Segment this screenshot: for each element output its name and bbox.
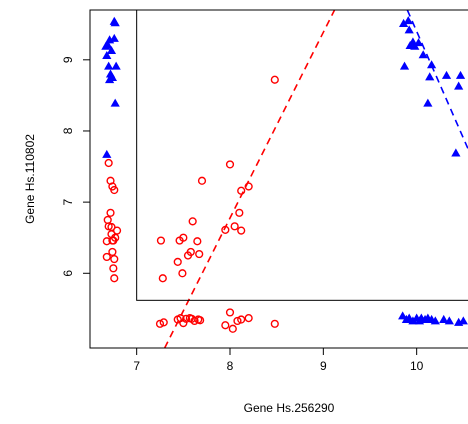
blue-triangle-point <box>104 61 114 70</box>
red-circle-point <box>156 236 166 245</box>
red-circle-point <box>233 316 242 326</box>
fit-lines <box>163 10 468 348</box>
blue-triangle-point <box>110 18 120 27</box>
blue-triangle-point <box>102 50 112 59</box>
red-circle-point <box>179 233 188 242</box>
blue-triangle-point <box>399 61 410 70</box>
red-circle-point <box>190 316 199 326</box>
blue-triangle-point <box>451 148 461 157</box>
blue-triangle-point <box>423 98 433 107</box>
red-circle-point <box>237 186 246 195</box>
red-circle-point <box>188 217 197 226</box>
blue-triangle-point <box>413 38 424 47</box>
red-circle-point <box>237 226 246 235</box>
blue-triangle-point <box>110 98 120 107</box>
red-circle-point <box>110 274 119 283</box>
red-circle-point <box>182 314 191 323</box>
blue-triangle-point <box>398 311 408 320</box>
red-circle-point <box>196 316 205 325</box>
blue-triangle-point <box>109 33 119 42</box>
red-circle-point <box>244 314 253 323</box>
red-circle-point <box>197 176 207 185</box>
blue-triangle-series <box>101 16 468 326</box>
red-circle-point <box>158 274 167 283</box>
y-axis-label: Gene Hs.110802 <box>23 134 37 224</box>
x-axis-label: Gene Hs.256290 <box>244 401 335 415</box>
red-circle-point <box>270 75 279 84</box>
red-circle-point <box>235 208 244 217</box>
blue-triangle-point <box>454 81 464 90</box>
blue-triangle-point <box>458 316 468 325</box>
x-tick-label: 8 <box>227 359 234 373</box>
blue-triangle-point <box>102 149 112 158</box>
red-circle-series <box>102 75 279 333</box>
red-circle-point <box>193 237 202 246</box>
blue-triangle-point <box>427 60 437 69</box>
red-circle-point <box>225 308 235 317</box>
red-circle-point <box>221 321 230 330</box>
red-circle-point <box>178 269 187 278</box>
inner-region-box <box>136 9 468 301</box>
y-tick-label: 6 <box>61 270 75 277</box>
y-axis: 6 7 8 9 <box>61 56 91 277</box>
red-circle-point <box>110 254 119 264</box>
red-circle-point <box>110 185 119 195</box>
blue-triangle-point <box>418 50 428 59</box>
blue-triangle-point <box>399 18 409 27</box>
red-circle-point <box>159 318 168 327</box>
red-circle-point <box>237 315 246 324</box>
red-circle-point <box>108 247 117 257</box>
red-circle-point <box>244 182 253 191</box>
red-circle-point <box>228 324 237 333</box>
y-tick-label: 9 <box>61 56 75 63</box>
blue-triangle-point <box>441 70 452 79</box>
red-circle-point <box>109 236 118 245</box>
plot-frame <box>89 9 468 349</box>
blue-triangle-point <box>404 25 414 34</box>
red-circle-point <box>270 319 279 328</box>
blue-triangle-point <box>430 316 440 325</box>
fit-line-red <box>163 10 336 348</box>
x-tick-label: 10 <box>410 359 424 373</box>
blue-triangle-point <box>444 316 454 325</box>
blue-triangle-point <box>105 75 115 84</box>
blue-triangle-point <box>111 61 121 70</box>
red-circle-point <box>221 225 230 234</box>
red-circle-point <box>103 215 112 225</box>
red-circle-point <box>225 160 235 169</box>
red-circle-point <box>109 264 118 273</box>
x-tick-label: 9 <box>320 359 327 373</box>
blue-triangle-point <box>103 40 113 49</box>
red-circle-point <box>102 252 111 262</box>
red-circle-point <box>106 208 115 217</box>
red-circle-point <box>186 247 195 257</box>
x-axis: 7 8 9 10 <box>133 347 424 373</box>
blue-triangle-point <box>439 314 449 323</box>
fit-line-blue <box>406 10 468 150</box>
red-circle-point <box>230 222 239 231</box>
red-circle-point <box>195 249 204 259</box>
y-tick-label: 7 <box>61 198 75 205</box>
red-circle-point <box>155 319 165 328</box>
y-tick-label: 8 <box>61 127 75 134</box>
blue-triangle-point <box>403 16 413 25</box>
red-circle-point <box>112 226 122 235</box>
blue-triangle-point <box>425 72 435 81</box>
blue-triangle-point <box>106 45 117 55</box>
blue-triangle-point <box>455 70 466 79</box>
x-tick-label: 7 <box>133 359 140 373</box>
red-circle-point <box>104 158 113 168</box>
red-circle-point <box>173 257 182 266</box>
